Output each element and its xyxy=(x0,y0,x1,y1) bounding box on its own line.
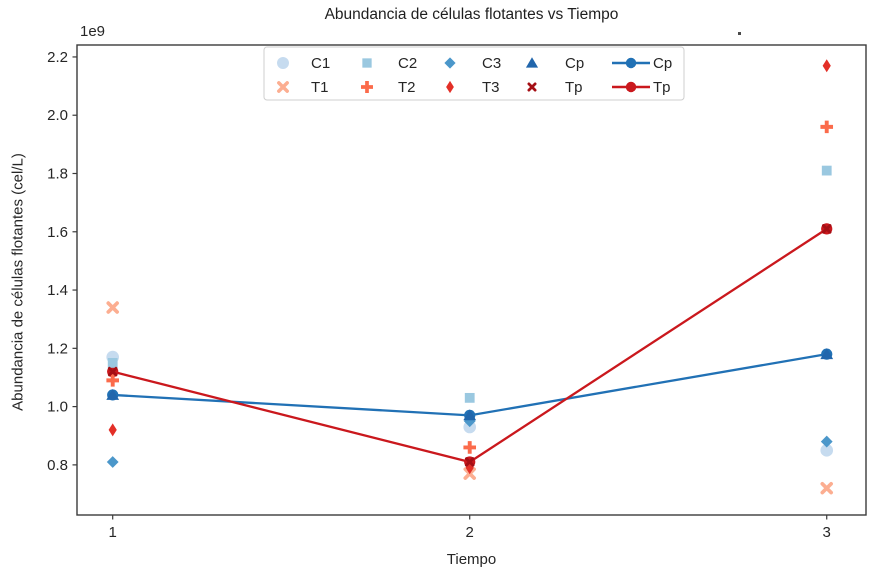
y-axis-offset-text: 1e9 xyxy=(80,23,106,40)
legend-marker-Cp xyxy=(525,57,539,68)
y-tick-label: 1.8 xyxy=(47,165,68,182)
point-C2 xyxy=(107,357,118,368)
chart-title: Abundancia de células flotantes vs Tiemp… xyxy=(324,6,619,23)
legend-marker-C3 xyxy=(444,57,456,69)
point-T2 xyxy=(106,374,120,387)
point-Cp xyxy=(463,409,477,421)
point-T2 xyxy=(463,441,477,454)
legend-label-T1: T1 xyxy=(311,79,329,96)
line-Cp xyxy=(112,353,827,417)
y-tick-label: 2.0 xyxy=(47,107,68,124)
y-tick-label: 0.8 xyxy=(47,457,68,474)
legend-marker-T2 xyxy=(361,81,373,93)
point-T1 xyxy=(106,301,119,314)
point-C2 xyxy=(821,165,832,176)
point-Cp xyxy=(820,348,834,360)
point-T1 xyxy=(820,481,833,495)
stray-mark xyxy=(738,32,741,35)
legend-line-marker-Cp xyxy=(625,57,637,69)
legend-label-C1: C1 xyxy=(311,55,330,72)
legend-marker-Tp xyxy=(527,82,537,92)
x-axis-label: Tiempo xyxy=(446,551,497,568)
x-tick-label: 2 xyxy=(466,524,474,541)
x-tick-label: 1 xyxy=(109,524,117,541)
point-Tp xyxy=(107,366,118,377)
y-tick-label: 1.4 xyxy=(47,282,68,299)
y-tick-label: 1.6 xyxy=(47,224,68,241)
plot-border xyxy=(76,44,867,516)
point-T3 xyxy=(822,59,831,73)
y-tick-label: 1.0 xyxy=(47,399,68,416)
legend-marker-T3 xyxy=(446,80,454,94)
legend-marker-C1 xyxy=(277,57,289,69)
legend-marker-C2 xyxy=(362,58,372,68)
point-Tp xyxy=(464,457,475,467)
point-C3 xyxy=(106,456,119,468)
legend-label-C3: C3 xyxy=(482,55,501,72)
point-C3 xyxy=(820,435,833,448)
legend-label-Cp: Cp xyxy=(565,55,584,72)
point-Tp xyxy=(821,224,832,234)
point-Cp xyxy=(106,388,120,400)
legend-label-Tp-line: Tp xyxy=(653,79,671,96)
point-T3 xyxy=(465,461,474,475)
legend-label-Tp: Tp xyxy=(565,79,583,96)
legend-label-T3: T3 xyxy=(482,79,500,96)
point-C2 xyxy=(464,392,475,403)
y-tick-label: 2.2 xyxy=(47,49,68,66)
legend-label-Cp-line: Cp xyxy=(653,55,672,72)
x-tick-label: 3 xyxy=(823,524,831,541)
legend-line-marker-Tp xyxy=(625,81,637,93)
legend-marker-T1 xyxy=(277,81,289,93)
y-tick-label: 1.2 xyxy=(47,340,68,357)
point-T2 xyxy=(820,120,834,134)
legend-label-C2: C2 xyxy=(398,55,417,72)
legend-label-T2: T2 xyxy=(398,79,416,96)
point-C1 xyxy=(820,444,834,457)
point-T3 xyxy=(108,423,117,437)
